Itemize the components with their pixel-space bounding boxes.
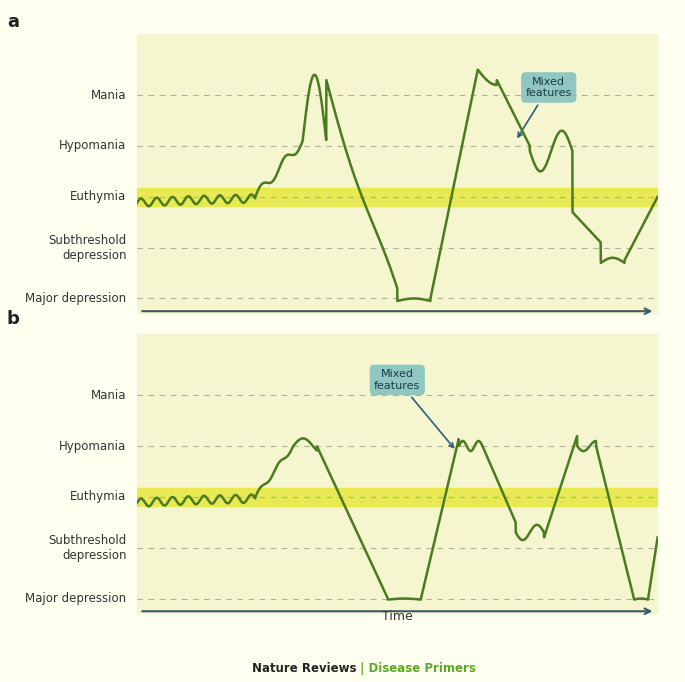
Text: Time: Time xyxy=(382,610,412,623)
Text: Major depression: Major depression xyxy=(25,292,127,305)
Text: Nature Reviews: Nature Reviews xyxy=(251,662,356,675)
Text: Mixed
features: Mixed features xyxy=(374,369,453,447)
Text: Mixed
features: Mixed features xyxy=(518,76,572,137)
Text: | Disease Primers: | Disease Primers xyxy=(356,662,476,675)
Text: a: a xyxy=(7,13,19,31)
Text: Mania: Mania xyxy=(91,389,127,402)
Text: Euthymia: Euthymia xyxy=(71,490,127,503)
Text: Euthymia: Euthymia xyxy=(71,190,127,203)
Text: Hypomania: Hypomania xyxy=(60,139,127,153)
Text: b: b xyxy=(7,310,20,328)
Bar xyxy=(137,188,658,206)
Bar xyxy=(137,488,658,506)
Text: Subthreshold
depression: Subthreshold depression xyxy=(49,534,127,562)
Text: Mania: Mania xyxy=(91,89,127,102)
Text: Major depression: Major depression xyxy=(25,592,127,605)
Text: Hypomania: Hypomania xyxy=(60,439,127,453)
Text: Subthreshold
depression: Subthreshold depression xyxy=(49,234,127,262)
